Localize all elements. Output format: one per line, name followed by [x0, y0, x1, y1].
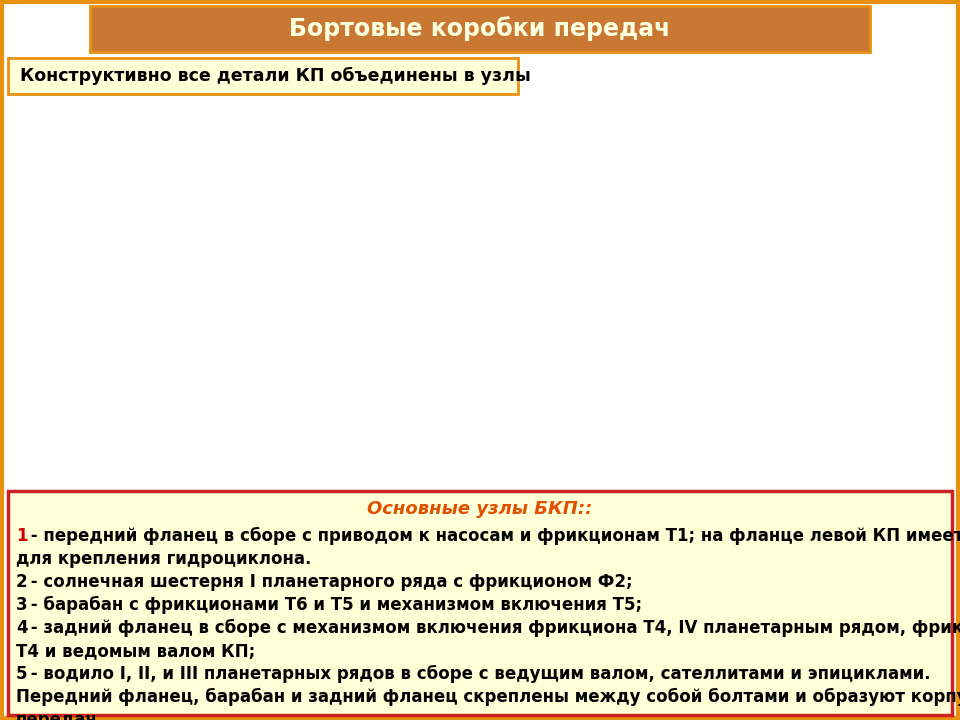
Text: - задний фланец в сборе с механизмом включения фрикциона Т4, IV планетарным рядо: - задний фланец в сборе с механизмом вкл…: [25, 619, 960, 637]
FancyBboxPatch shape: [90, 6, 870, 52]
Text: 4: 4: [16, 619, 28, 637]
Text: - передний фланец в сборе с приводом к насосам и фрикционам Т1; на фланце левой : - передний фланец в сборе с приводом к н…: [25, 527, 960, 545]
Text: - барабан с фрикционами Т6 и Т5 и механизмом включения Т5;: - барабан с фрикционами Т6 и Т5 и механи…: [25, 596, 642, 614]
Text: 2: 2: [16, 573, 28, 591]
Text: Конструктивно все детали КП объединены в узлы: Конструктивно все детали КП объединены в…: [20, 67, 531, 85]
Text: 1: 1: [16, 527, 28, 545]
Text: Основные узлы БКП::: Основные узлы БКП::: [368, 500, 592, 518]
Text: - солнечная шестерня I планетарного ряда с фрикционом Ф2;: - солнечная шестерня I планетарного ряда…: [25, 573, 633, 591]
Text: для крепления гидроциклона.: для крепления гидроциклона.: [16, 550, 311, 568]
Text: передач.: передач.: [16, 711, 105, 720]
Text: Передний фланец, барабан и задний фланец скреплены между собой болтами и образую: Передний фланец, барабан и задний фланец…: [16, 688, 960, 706]
Text: Бортовые коробки передач: Бортовые коробки передач: [289, 17, 671, 42]
Text: 5: 5: [16, 665, 28, 683]
FancyBboxPatch shape: [8, 58, 518, 94]
FancyBboxPatch shape: [8, 491, 952, 715]
Text: - водило I, II, и III планетарных рядов в сборе с ведущим валом, сателлитами и э: - водило I, II, и III планетарных рядов …: [25, 665, 930, 683]
Text: 3: 3: [16, 596, 28, 614]
Text: Т4 и ведомым валом КП;: Т4 и ведомым валом КП;: [16, 642, 255, 660]
